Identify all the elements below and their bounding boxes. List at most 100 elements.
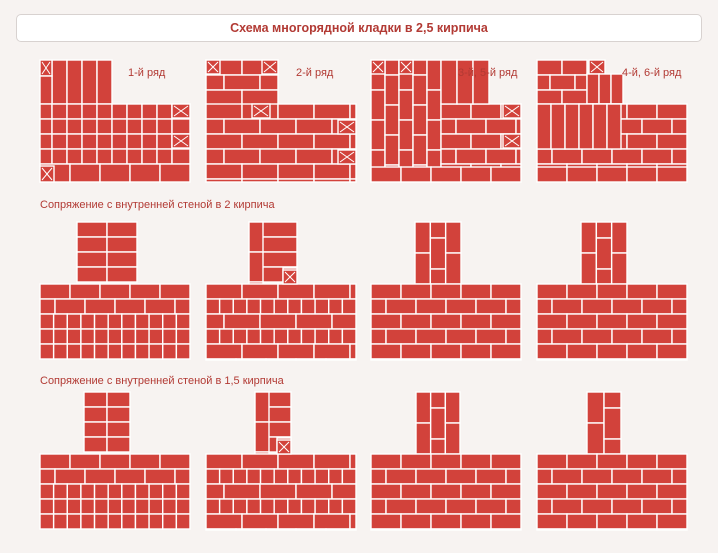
- stretcher-brick: [313, 133, 351, 150]
- stretcher-brick: [430, 513, 462, 530]
- junction-1-5-bricks-2: [205, 391, 357, 531]
- stretcher-brick: [106, 436, 131, 453]
- stretcher-brick: [54, 468, 86, 485]
- stretcher-brick: [370, 498, 387, 515]
- stretcher-brick: [106, 391, 131, 408]
- stretcher-brick: [460, 313, 492, 330]
- header-brick: [300, 328, 316, 345]
- stretcher-brick: [69, 283, 101, 300]
- stretcher-brick: [626, 483, 658, 500]
- stretcher-brick: [277, 103, 315, 120]
- stretcher-brick: [460, 513, 492, 530]
- row-label-1: 1-й ряд: [128, 67, 166, 79]
- header-brick: [39, 313, 55, 330]
- header-brick: [141, 133, 158, 150]
- stretcher-brick: [490, 358, 522, 361]
- header-brick: [287, 468, 303, 485]
- stretcher-brick: [485, 118, 517, 135]
- section-label-2-bricks: Сопряжение с внутренней стеной в 2 кирпи…: [40, 199, 275, 211]
- header-brick: [595, 221, 613, 239]
- header-brick: [52, 343, 68, 360]
- stretcher-brick: [205, 483, 225, 500]
- stretcher-brick: [445, 328, 477, 345]
- header-brick: [259, 468, 275, 485]
- header-brick: [148, 328, 164, 345]
- header-brick: [80, 328, 96, 345]
- header-brick: [66, 328, 82, 345]
- stretcher-brick: [277, 163, 315, 180]
- stretcher-brick: [259, 313, 297, 330]
- stretcher-brick: [205, 313, 225, 330]
- stretcher-brick: [277, 453, 315, 470]
- stretcher-brick: [566, 358, 598, 361]
- header-brick: [472, 59, 490, 105]
- header-brick: [134, 498, 150, 515]
- header-brick: [51, 148, 68, 165]
- junction-2-bricks-3: [370, 221, 522, 361]
- stretcher-brick: [223, 483, 261, 500]
- header-brick: [148, 483, 164, 500]
- stretcher-brick: [277, 343, 315, 360]
- stretcher-brick: [83, 406, 108, 423]
- stretcher-brick: [349, 133, 357, 150]
- header-brick: [384, 104, 400, 136]
- stretcher-brick: [205, 133, 243, 150]
- stretcher-brick: [641, 118, 673, 135]
- stretcher-brick: [277, 283, 315, 300]
- header-brick: [328, 498, 344, 515]
- header-brick: [126, 118, 143, 135]
- header-brick: [134, 343, 150, 360]
- header-brick: [93, 483, 109, 500]
- header-brick: [66, 133, 83, 150]
- junction-2-bricks-4: [536, 221, 688, 361]
- stretcher-brick: [205, 453, 243, 470]
- header-brick: [273, 328, 289, 345]
- header-brick: [80, 498, 96, 515]
- stretcher-brick: [566, 283, 598, 300]
- stretcher-brick: [626, 513, 658, 530]
- stretcher-brick: [440, 148, 457, 165]
- stretcher-brick: [400, 358, 432, 361]
- stretcher-brick: [626, 313, 658, 330]
- stretcher-brick: [205, 178, 243, 183]
- stretcher-brick: [39, 103, 53, 120]
- stretcher-brick: [596, 283, 628, 300]
- stretcher-brick: [349, 343, 357, 360]
- stretcher-brick: [596, 343, 628, 360]
- stretcher-brick: [235, 358, 267, 361]
- header-brick: [107, 328, 123, 345]
- closer-mark: [339, 121, 355, 133]
- stretcher-brick: [430, 313, 462, 330]
- stretcher-brick: [536, 74, 551, 91]
- stretcher-brick: [475, 298, 507, 315]
- stretcher-brick: [490, 528, 522, 531]
- stretcher-brick: [235, 528, 267, 531]
- stretcher-brick: [641, 148, 673, 165]
- stretcher-brick: [349, 283, 357, 300]
- header-brick: [96, 148, 113, 165]
- header-brick: [578, 103, 594, 150]
- header-brick: [81, 148, 98, 165]
- stretcher-brick: [370, 343, 402, 360]
- stretcher-brick: [536, 468, 553, 485]
- stretcher-brick: [370, 283, 402, 300]
- stretcher-brick: [370, 166, 402, 183]
- header-brick: [175, 313, 191, 330]
- stretcher-brick: [430, 358, 462, 361]
- stretcher-brick: [536, 283, 568, 300]
- stretcher-brick: [611, 468, 643, 485]
- header-brick: [414, 221, 432, 254]
- stretcher-brick: [205, 343, 243, 360]
- header-brick: [586, 73, 600, 105]
- stretcher-brick: [656, 528, 688, 531]
- header-brick: [39, 483, 55, 500]
- header-brick: [39, 75, 53, 105]
- stretcher-brick: [69, 453, 101, 470]
- header-brick: [39, 343, 55, 360]
- stretcher-brick: [400, 528, 432, 531]
- stretcher-brick: [106, 421, 131, 438]
- header-brick: [586, 391, 605, 424]
- stretcher-brick: [129, 283, 161, 300]
- header-brick: [412, 134, 428, 166]
- stretcher-brick: [626, 283, 658, 300]
